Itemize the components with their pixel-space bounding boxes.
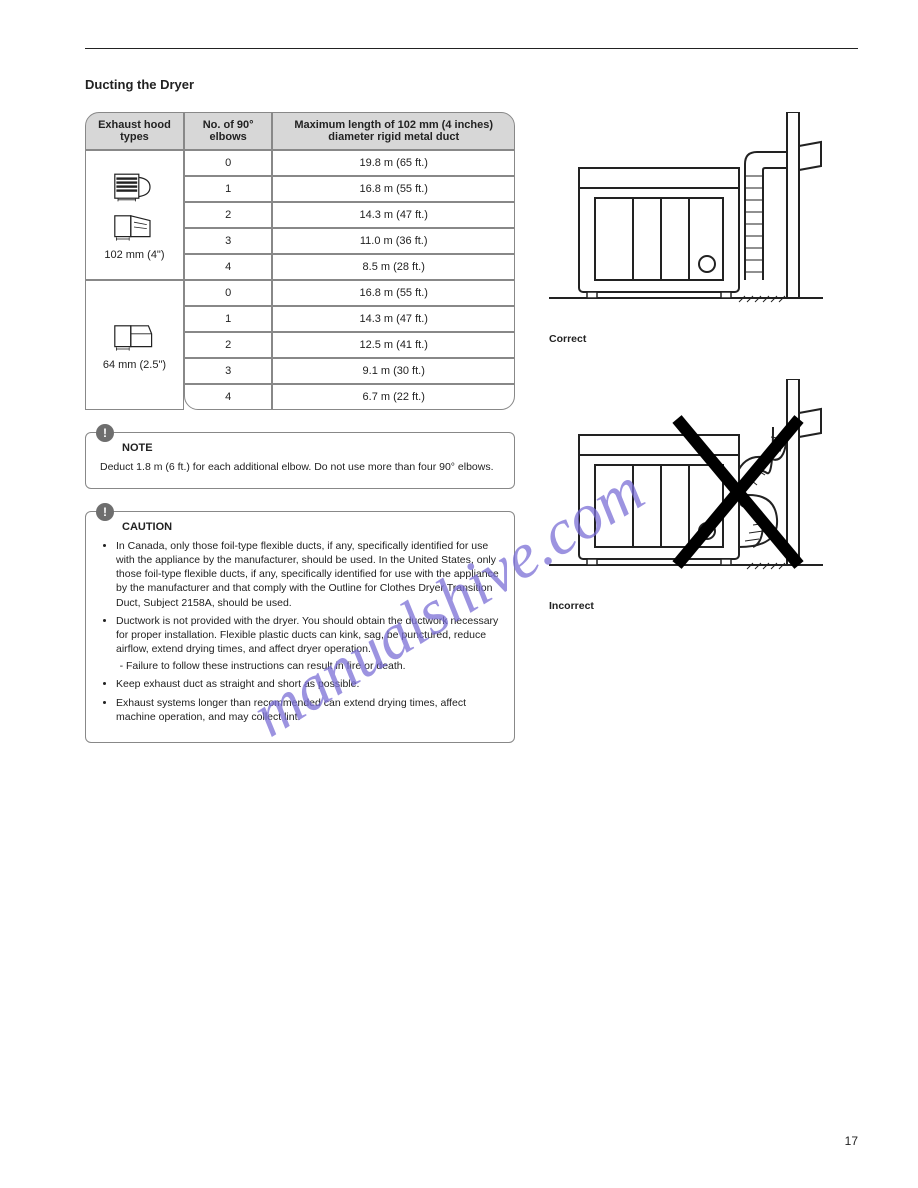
page-number: 17: [845, 1134, 858, 1148]
caution-bullet: Exhaust systems longer than recommended …: [116, 696, 500, 724]
left-column: Exhaust hood types No. of 90° elbows Max…: [85, 112, 515, 743]
right-column: Correct: [549, 112, 823, 743]
cell-elbows: 4: [184, 384, 273, 410]
figure-incorrect: Incorrect: [549, 379, 823, 612]
cell-length: 9.1 m (30 ft.): [272, 358, 515, 384]
caution-icon: !: [96, 503, 114, 521]
cell-length: 6.7 m (22 ft.): [272, 384, 515, 410]
col-header-hood-type: Exhaust hood types: [85, 112, 184, 150]
cell-elbows: 3: [184, 228, 273, 254]
cell-length: 11.0 m (36 ft.): [272, 228, 515, 254]
hood-b-label: 64 mm (2.5"): [103, 359, 166, 371]
cell-elbows: 1: [184, 306, 273, 332]
incorrect-install-illustration: [549, 379, 823, 589]
cell-elbows: 0: [184, 150, 273, 176]
hood-type-cell-a: 102 mm (4"): [85, 150, 184, 280]
cell-length: 16.8 m (55 ft.): [272, 280, 515, 306]
figure-label-incorrect: Incorrect: [549, 600, 823, 612]
note-text: Deduct 1.8 m (6 ft.) for each additional…: [100, 460, 500, 474]
cell-elbows: 2: [184, 202, 273, 228]
col-header-elbows: No. of 90° elbows: [184, 112, 273, 150]
caution-title: CAUTION: [122, 520, 500, 535]
hood-a-label: 102 mm (4"): [104, 249, 164, 261]
note-title: NOTE: [122, 441, 500, 456]
figure-correct: Correct: [549, 112, 823, 345]
cell-elbows: 2: [184, 332, 273, 358]
cell-elbows: 4: [184, 254, 273, 280]
angled-hood-icon: [110, 209, 158, 245]
caution-bullet-text: Ductwork is not provided with the dryer.…: [116, 615, 498, 655]
cell-length: 8.5 m (28 ft.): [272, 254, 515, 280]
caution-bullet: Ductwork is not provided with the dryer.…: [116, 614, 500, 674]
cell-length: 19.8 m (65 ft.): [272, 150, 515, 176]
cell-length: 12.5 m (41 ft.): [272, 332, 515, 358]
caution-bullet: In Canada, only those foil-type flexible…: [116, 539, 500, 610]
cell-elbows: 1: [184, 176, 273, 202]
note-box: ! NOTE Deduct 1.8 m (6 ft.) for each add…: [85, 432, 515, 489]
cell-length: 14.3 m (47 ft.): [272, 202, 515, 228]
cell-elbows: 3: [184, 358, 273, 384]
table-row: 102 mm (4") 0 19.8 m (65 ft.): [85, 150, 515, 176]
table-row: 64 mm (2.5") 0 16.8 m (55 ft.): [85, 280, 515, 306]
col-header-max-length: Maximum length of 102 mm (4 inches) diam…: [272, 112, 515, 150]
hood-type-cell-b: 64 mm (2.5"): [85, 280, 184, 410]
cell-length: 14.3 m (47 ft.): [272, 306, 515, 332]
cell-elbows: 0: [184, 280, 273, 306]
caution-sub-bullet: Failure to follow these instructions can…: [126, 659, 500, 673]
figure-label-correct: Correct: [549, 333, 823, 345]
duct-length-table: Exhaust hood types No. of 90° elbows Max…: [85, 112, 515, 410]
cell-length: 16.8 m (55 ft.): [272, 176, 515, 202]
correct-install-illustration: [549, 112, 823, 322]
caution-bullet: Keep exhaust duct as straight and short …: [116, 677, 500, 691]
info-icon: !: [96, 424, 114, 442]
top-rule: [85, 48, 858, 49]
section-title: Ducting the Dryer: [85, 77, 858, 92]
box-hood-icon: [110, 319, 158, 355]
caution-box: ! CAUTION In Canada, only those foil-typ…: [85, 511, 515, 743]
louvered-hood-icon: [110, 169, 158, 205]
